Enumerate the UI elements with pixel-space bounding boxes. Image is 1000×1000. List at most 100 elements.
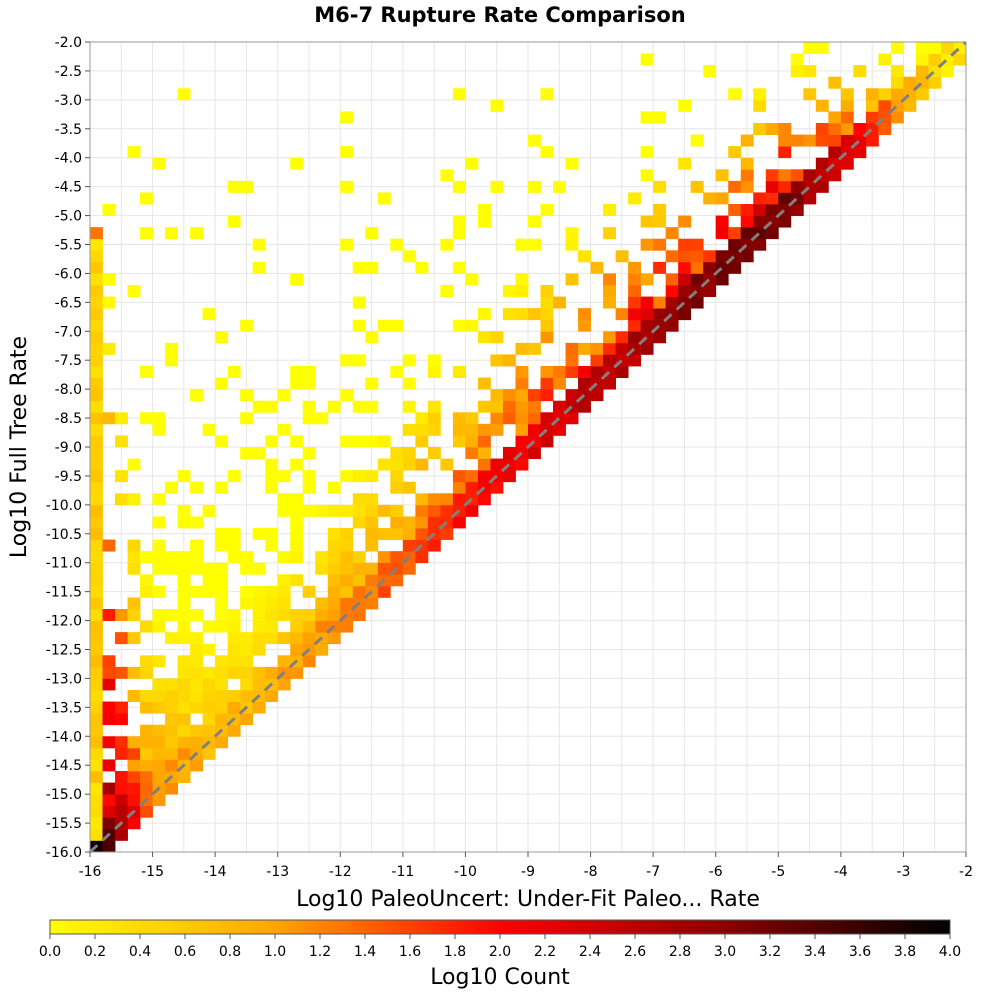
heatmap-cell [665, 296, 679, 309]
heatmap-cell [227, 528, 241, 540]
heatmap-cell [753, 204, 767, 216]
heatmap-cell [252, 400, 266, 413]
heatmap-cell [653, 215, 667, 228]
heatmap-cell [603, 285, 616, 297]
heatmap-cell [928, 53, 942, 66]
y-axis-label: Log10 Full Tree Rate [7, 336, 32, 558]
y-tick-label: -9.5 [55, 469, 82, 485]
colorbar-tick-label: 3.8 [894, 944, 916, 960]
heatmap-cell [190, 389, 204, 402]
heatmap-cell [340, 238, 354, 251]
heatmap-cell [452, 366, 466, 378]
heatmap-cell [190, 666, 204, 679]
heatmap-cell [165, 609, 178, 621]
heatmap-cell [140, 666, 153, 679]
heatmap-cell [578, 308, 591, 321]
heatmap-cell [165, 562, 178, 575]
heatmap-cell [490, 180, 504, 193]
heatmap-cell [365, 400, 379, 413]
y-tick-label: -16.0 [46, 845, 82, 861]
heatmap-cell [227, 551, 241, 564]
y-tick-label: -10.0 [46, 498, 82, 514]
heatmap-cell [352, 504, 366, 517]
heatmap-cell [102, 782, 116, 795]
heatmap-cell [127, 782, 141, 795]
heatmap-cell [740, 157, 754, 170]
heatmap-cell [553, 412, 566, 425]
heatmap-cell [715, 250, 729, 263]
heatmap-cell [202, 308, 216, 321]
heatmap-cell [415, 504, 429, 517]
heatmap-cell [753, 123, 767, 135]
heatmap-cell [803, 65, 817, 78]
heatmap-cell [277, 632, 291, 645]
x-tick-label: -5 [771, 864, 785, 880]
heatmap-cell [540, 319, 554, 332]
x-tick-label: -6 [709, 864, 723, 880]
heatmap-cell [578, 319, 591, 332]
heatmap-cell [628, 296, 642, 309]
heatmap-cell [515, 273, 529, 286]
heatmap-cell [102, 713, 116, 726]
heatmap-cell [127, 794, 141, 807]
heatmap-cell [140, 574, 153, 587]
heatmap-cell [165, 481, 178, 494]
heatmap-cell [115, 493, 128, 506]
heatmap-cell [365, 574, 379, 587]
heatmap-cell [690, 273, 704, 286]
heatmap-cell [90, 782, 103, 795]
heatmap-cell [865, 134, 879, 147]
heatmap-cell [90, 828, 103, 841]
heatmap-cell [352, 516, 366, 529]
heatmap-cell [728, 146, 742, 159]
y-tick-label: -13.0 [46, 671, 82, 687]
heatmap-cell [152, 412, 166, 425]
heatmap-cell [115, 805, 128, 818]
heatmap-cell [302, 412, 316, 425]
heatmap-cell [553, 366, 566, 378]
heatmap-cell [302, 377, 316, 390]
heatmap-cell [327, 551, 341, 564]
heatmap-cell [390, 551, 404, 564]
heatmap-cell [890, 76, 904, 89]
heatmap-cell [315, 562, 329, 575]
colorbar-tick-label: 3.6 [849, 944, 871, 960]
heatmap-cell [165, 736, 178, 749]
heatmap-cell [628, 331, 642, 344]
heatmap-cell [715, 215, 729, 228]
heatmap-cell [190, 724, 204, 737]
heatmap-cell [665, 273, 679, 286]
heatmap-cell [90, 493, 103, 506]
x-tick-label: -9 [521, 864, 535, 880]
colorbar-tick-label: 1.4 [354, 944, 376, 960]
heatmap-cell [140, 736, 153, 749]
colorbar-label: Log10 Count [430, 965, 570, 990]
heatmap-cell [477, 400, 491, 413]
heatmap-cell [690, 261, 704, 274]
heatmap-cell [202, 666, 216, 679]
heatmap-cell [215, 620, 229, 633]
heatmap-cell [90, 366, 103, 378]
heatmap-cell [227, 609, 241, 621]
heatmap-cell [177, 470, 191, 483]
heatmap-cell [177, 701, 191, 714]
heatmap-cell [540, 285, 554, 297]
heatmap-cell [653, 111, 667, 124]
heatmap-cell [90, 273, 103, 286]
heatmap-cell [102, 273, 116, 286]
heatmap-cell [628, 308, 642, 321]
heatmap-cell [515, 342, 529, 355]
heatmap-cell [90, 250, 103, 263]
heatmap-cell [327, 504, 341, 517]
heatmap-cell [140, 771, 153, 783]
heatmap-cell [290, 632, 304, 645]
heatmap-cell [115, 747, 128, 760]
heatmap-cell [528, 180, 541, 193]
y-tick-label: -15.0 [46, 787, 82, 803]
heatmap-cell [327, 481, 341, 494]
heatmap-cell [440, 493, 454, 506]
heatmap-cell [177, 771, 191, 783]
heatmap-cell [628, 273, 642, 286]
heatmap-cell [690, 180, 704, 193]
heatmap-cell [165, 747, 178, 760]
